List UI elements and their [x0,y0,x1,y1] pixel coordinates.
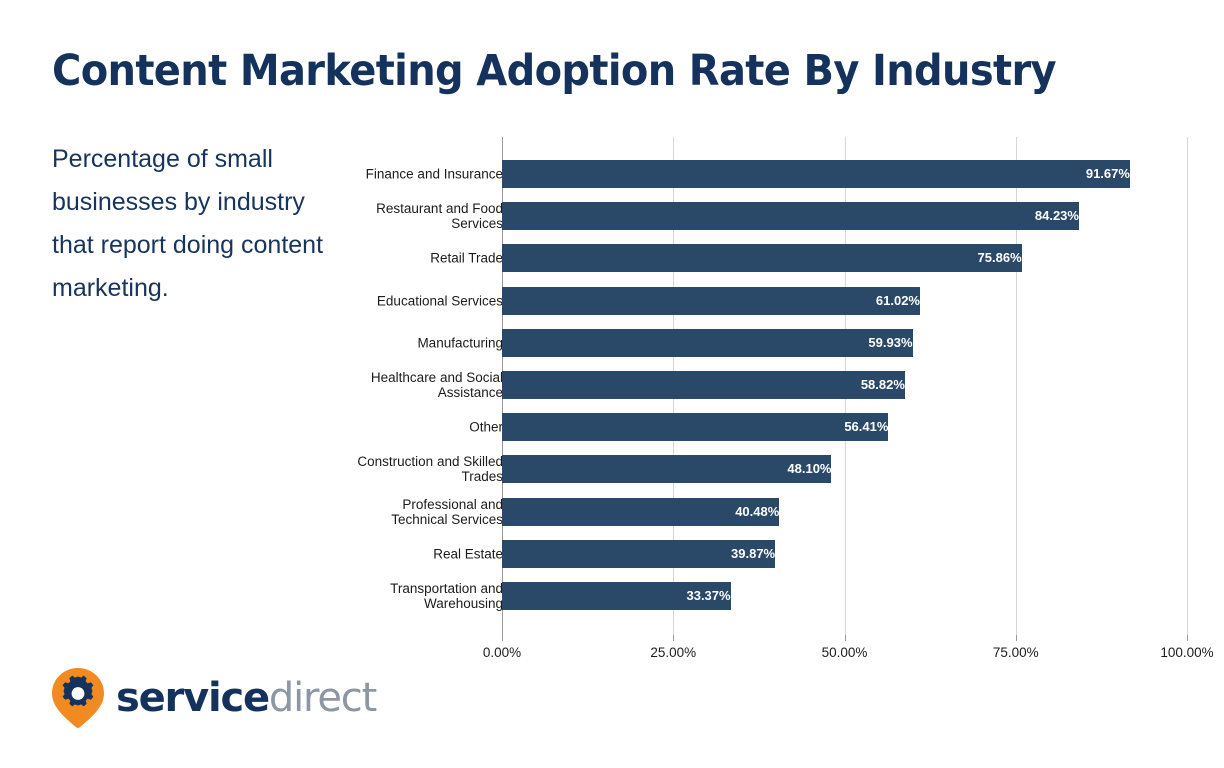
category-label: Professional and Technical Services [391,496,503,527]
bar[interactable] [502,582,731,610]
bar-value-label: 61.02% [875,292,920,308]
gridline [1015,137,1017,635]
category-label: Educational Services [376,293,503,309]
brand-logo: servicedirect [50,666,377,730]
bar[interactable] [502,160,1130,188]
bar-row[interactable]: Real Estate 39.87% [433,539,1187,568]
bar[interactable] [502,328,913,357]
logo-text-direct: direct [268,675,377,721]
bar-row[interactable]: Manufacturing 59.93% [417,328,1187,357]
bar[interactable] [502,202,1079,231]
bar-value-label: 48.10% [787,461,832,477]
x-tick-mark [502,635,503,641]
category-label: Real Estate [433,546,503,562]
bar[interactable] [502,539,776,568]
x-tick-label: 50.00% [821,645,868,660]
bar-row[interactable]: Retail Trade 75.86% [430,244,1187,273]
bar-value-label: 75.86% [977,250,1022,266]
bar-value-label: 91.67% [1085,166,1130,181]
bar-value-label: 84.23% [1034,208,1079,224]
category-label: Healthcare and Social Assistance [370,370,503,400]
bar-value-label: 56.41% [844,419,889,435]
bar[interactable] [502,371,905,399]
x-tick-mark [673,635,675,641]
x-tick-mark [1187,635,1188,641]
bar-row[interactable]: Finance and Insurance 91.67% [366,160,1187,188]
bar-chart: Finance and Insurance 91.67% Restaurant an… [330,132,1214,662]
category-label: Other [469,419,503,435]
gridline [1187,137,1188,635]
logo-wordmark: servicedirect [116,675,377,721]
x-tick-mark [1015,635,1017,641]
bar-row[interactable]: Professional and Technical Services 40.48… [391,497,1187,527]
category-label: Restaurant and Food Services [376,201,503,232]
bar-row[interactable]: Educational Services 61.02% [377,286,1187,315]
category-label: Finance and Insurance [365,166,503,182]
bar-value-label: 58.82% [860,377,905,392]
bar-value-label: 59.93% [868,334,913,350]
x-tick-mark [844,635,846,641]
chart-caption: Percentage of small businesses by indust… [52,145,324,302]
x-tick-label: 100.00% [1160,645,1214,660]
bar-row[interactable]: Other 56.41% [469,413,1187,442]
logo-text-service: service [116,675,270,721]
map-pin-gear-icon [52,668,104,728]
bar[interactable] [502,244,1022,273]
bar-value-label: 39.87% [731,545,776,561]
bar[interactable] [502,286,920,315]
x-tick-label: 75.00% [992,645,1039,660]
page-title: Content Marketing Adoption Rate By Indus… [52,46,1057,96]
bar-row[interactable]: Transportation and Warehousing 33.37% [390,581,1187,611]
bar-row[interactable]: Construction and Skilled Trades 48.10% [357,454,1187,484]
category-label: Construction and Skilled Trades [357,454,503,485]
category-label: Manufacturing [417,335,503,351]
bar-row[interactable]: Restaurant and Food Services 84.23% [376,201,1187,231]
category-label: Transportation and Warehousing [390,581,503,611]
bar[interactable] [502,497,780,526]
bar-row[interactable]: Healthcare and Social Assistance 58.82% [371,370,1187,400]
x-tick-label: 25.00% [650,645,697,660]
bar-value-label: 33.37% [686,588,731,603]
category-label: Retail Trade [430,250,503,266]
bar[interactable] [502,455,832,484]
plot-area: Finance and Insurance 91.67% Restaurant an… [357,137,1214,660]
bar[interactable] [502,413,889,442]
x-tick-label: 0.00% [482,645,522,660]
bar-value-label: 40.48% [735,503,780,519]
